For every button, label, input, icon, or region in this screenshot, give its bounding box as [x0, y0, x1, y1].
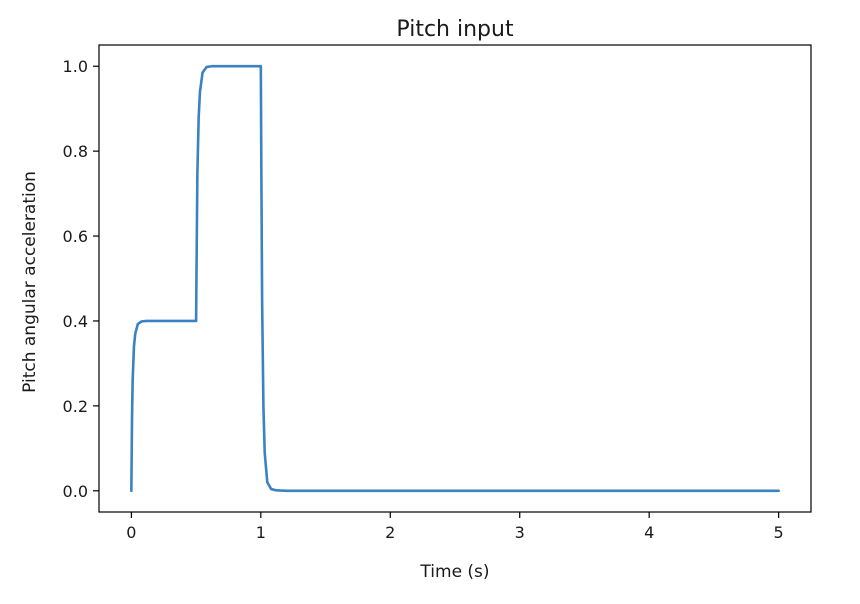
chart-title: Pitch input — [396, 17, 514, 42]
x-tick-label: 1 — [256, 523, 266, 542]
y-tick-label: 0.8 — [63, 142, 88, 161]
y-tick-label: 1.0 — [63, 57, 88, 76]
y-tick-label: 0.2 — [63, 397, 88, 416]
x-tick-label: 5 — [774, 523, 784, 542]
x-tick-label: 4 — [644, 523, 654, 542]
y-tick-label: 0.0 — [63, 482, 88, 501]
y-tick-label: 0.6 — [63, 227, 88, 246]
plot-series — [130, 64, 780, 493]
y-tick-label: 0.4 — [63, 312, 88, 331]
x-axis: 0 1 2 3 4 5 — [126, 512, 784, 542]
series-line — [130, 64, 780, 493]
y-axis: 0.0 0.2 0.4 0.6 0.8 1.0 — [63, 57, 99, 501]
x-tick-label: 0 — [126, 523, 136, 542]
plot-frame — [98, 44, 812, 513]
x-tick-label: 3 — [515, 523, 525, 542]
y-axis-label: Pitch angular acceleration — [20, 171, 40, 393]
x-tick-label: 2 — [385, 523, 395, 542]
x-axis-label: Time (s) — [419, 562, 489, 582]
